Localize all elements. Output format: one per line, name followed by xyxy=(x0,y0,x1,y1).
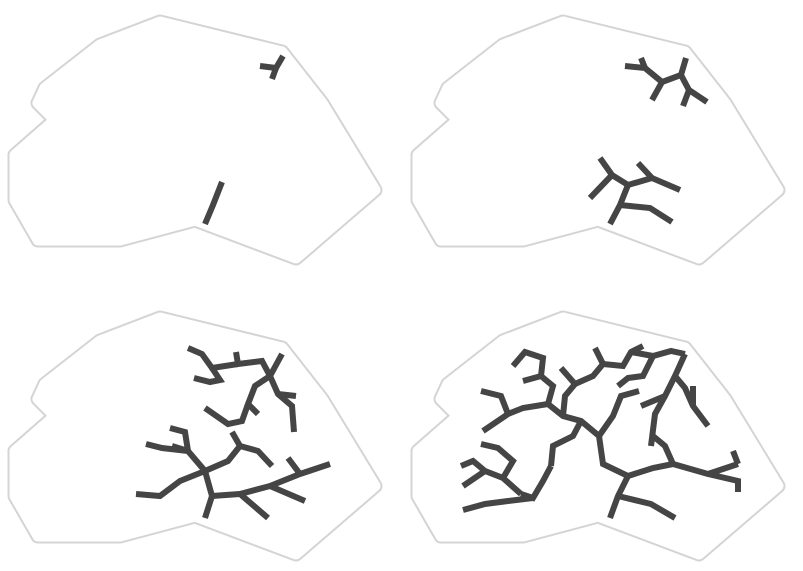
branch xyxy=(558,366,579,417)
branch xyxy=(169,425,191,452)
branch xyxy=(630,347,686,360)
branch xyxy=(639,352,688,409)
river-network xyxy=(202,54,286,226)
branch xyxy=(145,441,189,454)
panel-2 xyxy=(418,22,778,258)
branch xyxy=(480,441,517,480)
branch xyxy=(730,449,741,466)
branch xyxy=(269,66,279,81)
branch xyxy=(203,430,244,474)
branch xyxy=(186,345,239,372)
branch xyxy=(193,366,225,386)
branch xyxy=(459,457,487,474)
branch xyxy=(522,372,557,405)
branch xyxy=(135,468,207,500)
branch xyxy=(617,493,677,521)
branch xyxy=(587,172,615,201)
branch xyxy=(649,57,689,102)
branch xyxy=(707,471,741,492)
branch xyxy=(480,388,511,416)
branch xyxy=(638,56,648,70)
branch xyxy=(672,374,711,428)
branch xyxy=(680,88,692,108)
panel-1 xyxy=(15,22,375,258)
branch xyxy=(619,202,674,225)
branch xyxy=(635,160,655,181)
branch xyxy=(596,388,640,438)
branch xyxy=(267,374,297,433)
branch xyxy=(616,354,656,389)
branch xyxy=(277,391,297,399)
branch xyxy=(285,456,303,476)
branch xyxy=(573,346,607,387)
river-network xyxy=(587,56,709,226)
branch xyxy=(202,180,225,226)
branch xyxy=(245,401,261,417)
branch xyxy=(548,419,584,467)
river-network xyxy=(135,345,331,521)
panel-3 xyxy=(15,318,375,554)
branch xyxy=(462,495,534,513)
branch xyxy=(546,401,633,520)
outline-fill xyxy=(15,22,375,258)
branch xyxy=(481,401,549,434)
branch xyxy=(651,433,676,466)
branch xyxy=(461,467,523,497)
branch xyxy=(602,343,645,370)
river-network xyxy=(459,343,741,521)
branch xyxy=(510,348,547,377)
branch xyxy=(233,351,273,378)
outline-fill xyxy=(418,22,778,258)
branch xyxy=(239,443,275,469)
panel-4 xyxy=(418,318,778,554)
branch xyxy=(648,394,668,447)
